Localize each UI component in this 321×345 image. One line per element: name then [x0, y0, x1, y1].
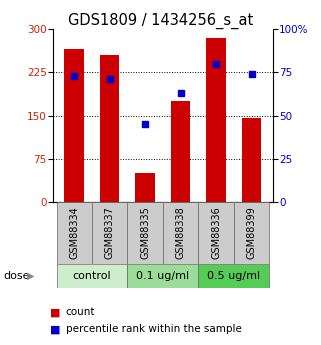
Text: GSM88399: GSM88399	[247, 207, 256, 259]
Text: ■: ■	[50, 307, 60, 317]
Text: count: count	[66, 307, 95, 317]
Bar	[135, 173, 155, 202]
Bar	[234, 202, 269, 264]
Bar	[242, 118, 261, 202]
Bar	[92, 202, 127, 264]
Text: percentile rank within the sample: percentile rank within the sample	[66, 325, 242, 334]
Text: 0.5 ug/ml: 0.5 ug/ml	[207, 271, 260, 281]
Text: ■: ■	[50, 325, 60, 334]
Bar	[206, 38, 226, 202]
Bar	[56, 202, 92, 264]
Bar	[65, 49, 84, 202]
Bar	[56, 264, 127, 288]
Text: GSM88334: GSM88334	[69, 207, 79, 259]
Text: GSM88337: GSM88337	[105, 206, 115, 259]
Bar	[127, 202, 163, 264]
Text: dose: dose	[3, 271, 30, 281]
Text: GSM88336: GSM88336	[211, 207, 221, 259]
Text: GSM88338: GSM88338	[176, 207, 186, 259]
Text: ▶: ▶	[27, 271, 34, 281]
Text: 0.1 ug/ml: 0.1 ug/ml	[136, 271, 189, 281]
Bar	[100, 55, 119, 202]
Bar	[198, 264, 269, 288]
Text: GDS1809 / 1434256_s_at: GDS1809 / 1434256_s_at	[68, 13, 253, 29]
Text: GSM88335: GSM88335	[140, 206, 150, 259]
Bar	[198, 202, 234, 264]
Bar	[127, 264, 198, 288]
Bar	[163, 202, 198, 264]
Text: control: control	[73, 271, 111, 281]
Bar	[171, 101, 190, 202]
